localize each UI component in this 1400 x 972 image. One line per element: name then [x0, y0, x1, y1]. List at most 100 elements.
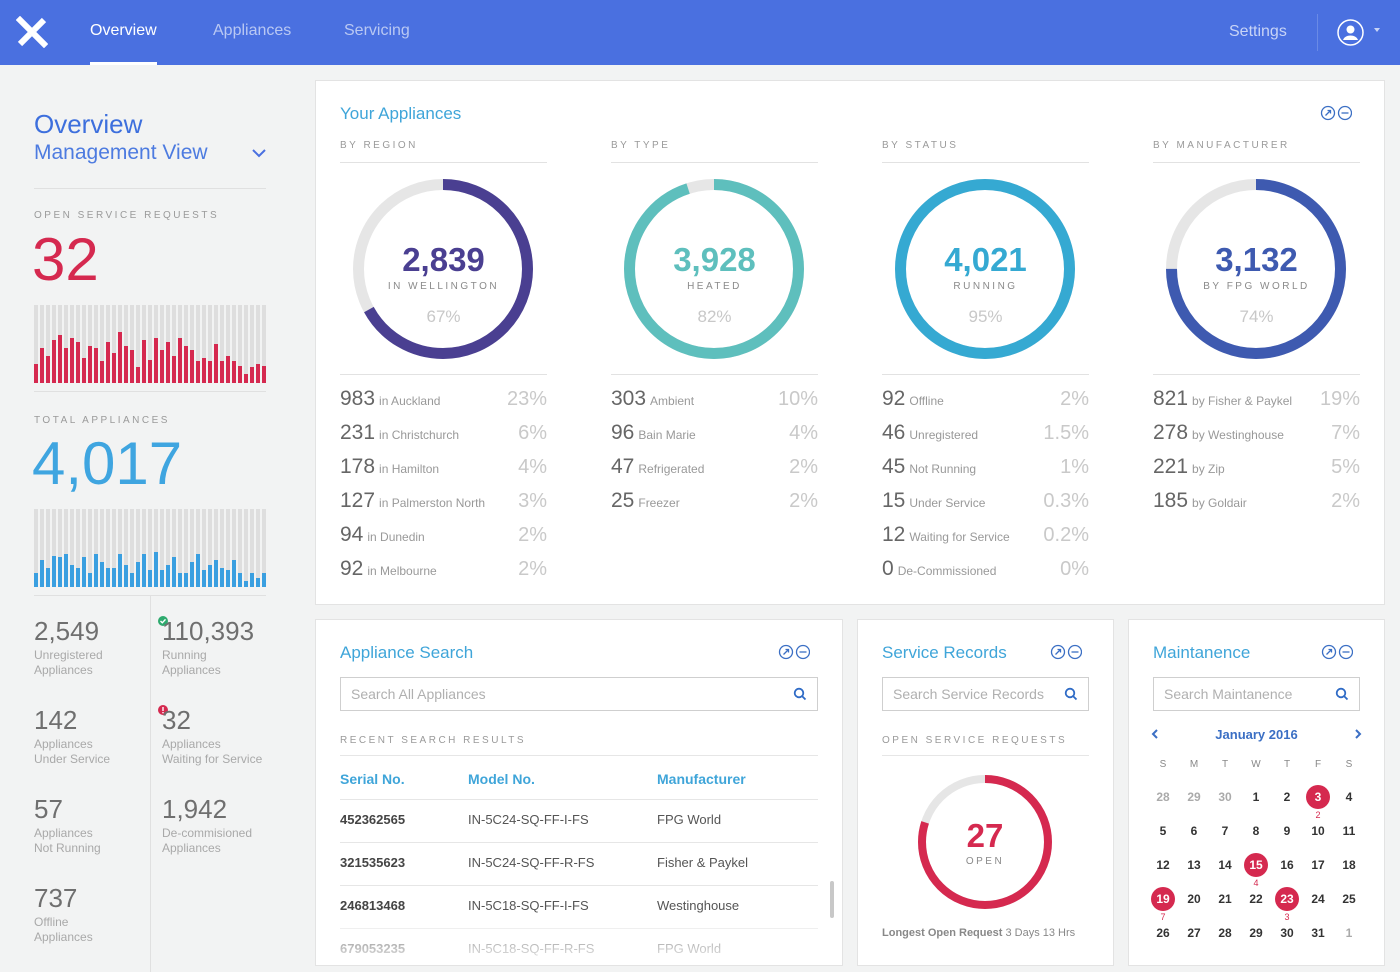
chevron-right-icon[interactable] — [1353, 729, 1363, 739]
calendar-day[interactable]: 5 — [1159, 824, 1167, 838]
breakdown-percent: 4% — [789, 422, 818, 444]
view-selector[interactable]: Management View — [34, 141, 208, 164]
breakdown-row[interactable]: 0 De-Commissioned 0% — [882, 556, 1089, 590]
breakdown-row[interactable]: 303 Ambient 10% — [611, 386, 818, 420]
calendar-day[interactable]: 3 — [1306, 785, 1330, 809]
calendar-day[interactable]: 9 — [1283, 824, 1291, 838]
service-search-input[interactable]: Search Service Records — [882, 677, 1089, 711]
calendar-day[interactable]: 4 — [1345, 790, 1353, 804]
expand-icon[interactable] — [1320, 105, 1336, 121]
app-logo-icon[interactable] — [16, 16, 48, 48]
divider — [340, 374, 547, 375]
breakdown-row[interactable]: 231 in Christchurch 6% — [340, 420, 547, 454]
tab-servicing[interactable]: Servicing — [344, 22, 410, 39]
calendar-day[interactable]: 27 — [1187, 926, 1201, 940]
calendar-day[interactable]: 20 — [1187, 892, 1201, 906]
breakdown-row[interactable]: 47 Refrigerated 2% — [611, 454, 818, 488]
breakdown-row[interactable]: 92 in Melbourne 2% — [340, 556, 547, 590]
breakdown-row[interactable]: 821 by Fisher & Paykel 19% — [1153, 386, 1360, 420]
calendar-day[interactable]: 26 — [1156, 926, 1170, 940]
search-icon[interactable] — [793, 687, 807, 701]
collapse-icon[interactable] — [1067, 644, 1082, 660]
fade-overlay — [316, 925, 842, 965]
breakdown-row[interactable]: 185 by Goldair 2% — [1153, 488, 1360, 522]
calendar-day[interactable]: 24 — [1311, 892, 1325, 906]
sparkline-bar-fill — [238, 572, 242, 587]
calendar-day[interactable]: 15 — [1244, 853, 1268, 877]
appliance-search-input[interactable]: Search All Appliances — [340, 677, 818, 711]
user-avatar-icon[interactable] — [1337, 19, 1364, 46]
column-header-manufacturer[interactable]: Manufacturer — [657, 771, 746, 787]
calendar-day[interactable]: 29 — [1249, 926, 1263, 940]
breakdown-row[interactable]: 96 Bain Marie 4% — [611, 420, 818, 454]
expand-icon[interactable] — [1050, 644, 1066, 660]
calendar-day[interactable]: 1 — [1252, 790, 1260, 804]
calendar-day[interactable]: 22 — [1249, 892, 1263, 906]
collapse-icon[interactable] — [1338, 644, 1353, 660]
breakdown-row[interactable]: 12 Waiting for Service 0.2% — [882, 522, 1089, 556]
calendar-day[interactable]: 1 — [1345, 926, 1353, 940]
calendar-day[interactable]: 10 — [1311, 824, 1325, 838]
column-heading: BY TYPE — [611, 140, 818, 163]
user-menu-chevron-icon[interactable] — [1374, 28, 1380, 32]
chevron-left-icon[interactable] — [1150, 729, 1160, 739]
calendar-day[interactable]: 16 — [1280, 858, 1294, 872]
settings-link[interactable]: Settings — [1229, 23, 1287, 40]
calendar-day[interactable]: 8 — [1252, 824, 1260, 838]
breakdown-row[interactable]: 178 in Hamilton 4% — [340, 454, 547, 488]
calendar-day[interactable]: 7 — [1221, 824, 1229, 838]
collapse-icon[interactable] — [795, 644, 810, 660]
calendar-day[interactable]: 13 — [1187, 858, 1201, 872]
sparkline-bar — [238, 509, 242, 587]
calendar-day[interactable]: 14 — [1218, 858, 1232, 872]
sparkline-bar — [148, 509, 152, 587]
breakdown-row[interactable]: 25 Freezer 2% — [611, 488, 818, 522]
scrollbar-thumb[interactable] — [830, 881, 834, 918]
tab-appliances[interactable]: Appliances — [213, 22, 292, 39]
calendar-day[interactable]: 29 — [1187, 790, 1201, 804]
breakdown-label: by Fisher & Paykel — [1192, 394, 1293, 408]
calendar-day[interactable]: 30 — [1280, 926, 1294, 940]
maintenance-search-input[interactable]: Search Maintanence — [1153, 677, 1360, 711]
sparkline-bar-fill — [232, 361, 236, 383]
calendar-day[interactable]: 31 — [1311, 926, 1325, 940]
breakdown-row[interactable]: 127 in Palmerston North 3% — [340, 488, 547, 522]
breakdown-row[interactable]: 94 in Dunedin 2% — [340, 522, 547, 556]
breakdown-row[interactable]: 983 in Auckland 23% — [340, 386, 547, 420]
collapse-icon[interactable] — [1337, 105, 1352, 121]
calendar-day[interactable]: 11 — [1342, 824, 1356, 838]
calendar-day[interactable]: 28 — [1156, 790, 1170, 804]
sparkline-bar-fill — [88, 345, 92, 383]
sparkline-bar — [40, 509, 44, 587]
tab-overview[interactable]: Overview — [90, 22, 157, 65]
calendar-day[interactable]: 30 — [1218, 790, 1232, 804]
calendar-day[interactable]: 23 — [1275, 887, 1299, 911]
column-header-model[interactable]: Model No. — [468, 771, 535, 787]
recent-results-label: RECENT SEARCH RESULTS — [340, 735, 527, 746]
sparkline-bar-fill — [250, 572, 254, 587]
calendar-day[interactable]: 6 — [1190, 824, 1198, 838]
search-icon[interactable] — [1064, 687, 1078, 701]
breakdown-row[interactable]: 92 Offline 2% — [882, 386, 1089, 420]
breakdown-count: 178 — [340, 455, 376, 478]
expand-icon[interactable] — [778, 644, 794, 660]
expand-icon[interactable] — [1321, 644, 1337, 660]
breakdown-row[interactable]: 46 Unregistered 1.5% — [882, 420, 1089, 454]
breakdown-row[interactable]: 15 Under Service 0.3% — [882, 488, 1089, 522]
calendar-day[interactable]: 18 — [1342, 858, 1356, 872]
breakdown-row[interactable]: 221 by Zip 5% — [1153, 454, 1360, 488]
calendar-day[interactable]: 12 — [1156, 858, 1170, 872]
breakdown-count: 92 — [340, 557, 364, 580]
chevron-down-icon[interactable] — [251, 147, 267, 159]
calendar-day[interactable]: 17 — [1311, 858, 1325, 872]
calendar-day[interactable]: 21 — [1218, 892, 1232, 906]
search-icon[interactable] — [1335, 687, 1349, 701]
breakdown-row[interactable]: 278 by Westinghouse 7% — [1153, 420, 1360, 454]
calendar-day[interactable]: 25 — [1342, 892, 1356, 906]
weekday-label: M — [1189, 759, 1199, 770]
breakdown-row[interactable]: 45 Not Running 1% — [882, 454, 1089, 488]
calendar-day[interactable]: 2 — [1283, 790, 1291, 804]
calendar-day[interactable]: 28 — [1218, 926, 1232, 940]
calendar-day[interactable]: 19 — [1151, 887, 1175, 911]
column-header-serial[interactable]: Serial No. — [340, 771, 405, 787]
